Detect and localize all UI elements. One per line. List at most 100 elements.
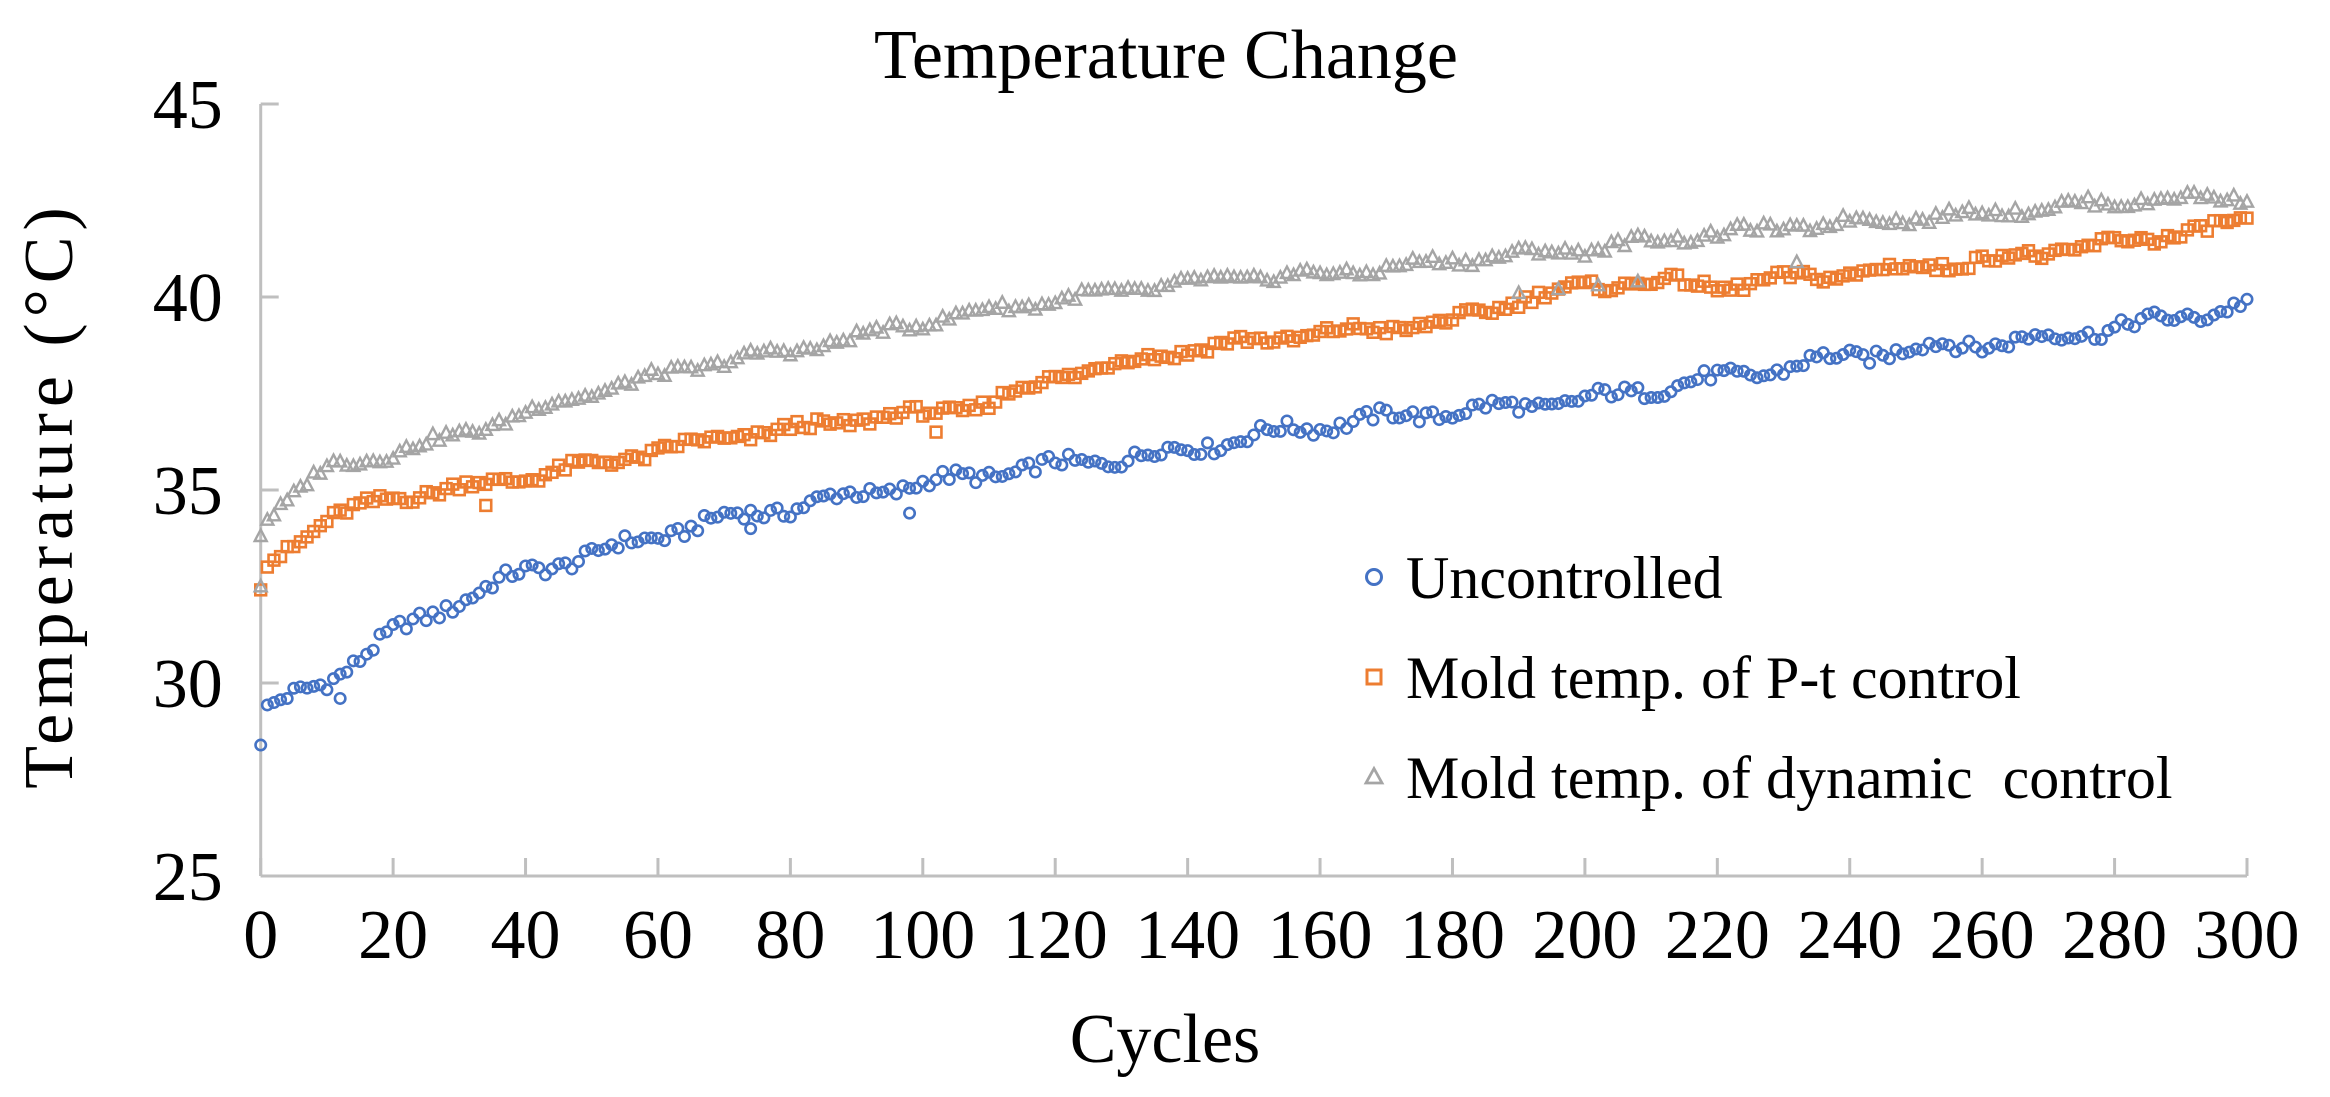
- data-point-marker: [252, 527, 269, 543]
- data-point-marker: [995, 469, 1009, 483]
- data-point-marker: [1260, 423, 1274, 437]
- data-point-marker: [1008, 465, 1022, 479]
- data-point-marker: [737, 512, 751, 526]
- data-point-marker: [1795, 216, 1812, 232]
- data-point-marker: [1829, 351, 1843, 365]
- data-point-marker: [1081, 455, 1095, 469]
- data-point-marker: [2174, 310, 2188, 324]
- data-point-marker: [1067, 290, 1084, 306]
- x-tick-label: 240: [1797, 897, 1902, 974]
- data-point-marker: [1783, 360, 1797, 374]
- data-point-marker: [1048, 456, 1062, 470]
- data-point-marker: [1777, 367, 1791, 381]
- data-point-marker: [1962, 334, 1976, 348]
- data-point-marker: [1159, 276, 1176, 293]
- data-point-marker: [457, 420, 474, 436]
- data-point-marker: [2008, 330, 2022, 344]
- data-point-marker: [459, 593, 473, 607]
- data-point-marker: [1790, 359, 1804, 373]
- data-point-marker: [1338, 260, 1355, 276]
- data-point-marker: [1068, 453, 1082, 467]
- data-point-marker: [300, 681, 314, 695]
- data-point-marker: [1591, 381, 1605, 395]
- data-point-marker: [2167, 313, 2181, 327]
- data-point-marker: [611, 541, 625, 555]
- data-point-marker: [1927, 204, 1944, 220]
- data-point-marker: [1585, 388, 1599, 402]
- data-point-marker: [841, 332, 858, 348]
- data-point-marker: [2002, 340, 2016, 354]
- data-point-marker: [1404, 249, 1421, 265]
- data-point-marker: [1128, 445, 1142, 459]
- data-point-marker: [1616, 237, 1633, 253]
- data-point-marker: [2081, 325, 2095, 339]
- data-point-marker: [1484, 247, 1501, 263]
- data-point-marker: [538, 568, 552, 582]
- data-point-marker: [2000, 207, 2017, 223]
- data-point-marker: [1532, 396, 1546, 410]
- data-point-marker: [398, 437, 415, 453]
- data-point-marker: [280, 691, 294, 705]
- x-tick-label: 160: [1268, 897, 1373, 974]
- data-point-marker: [1313, 422, 1327, 436]
- data-point-marker: [265, 506, 282, 522]
- data-point-marker: [565, 562, 579, 576]
- data-point-marker: [591, 544, 605, 558]
- x-tick-label: 260: [1930, 897, 2035, 974]
- data-series-layer: [252, 183, 2255, 752]
- series-circle-markers: [254, 292, 2254, 752]
- data-point-marker: [299, 476, 316, 492]
- x-tick-label: 80: [755, 897, 825, 974]
- data-point-marker: [744, 522, 758, 536]
- data-point-marker: [2199, 185, 2216, 201]
- data-point-marker: [1510, 283, 1527, 300]
- data-point-marker: [1174, 443, 1188, 457]
- data-point-marker: [2180, 307, 2194, 321]
- legend-triangle-marker-icon: [1363, 765, 1385, 785]
- data-point-marker: [1167, 440, 1181, 454]
- data-point-marker: [1161, 440, 1175, 454]
- data-point-marker: [1406, 405, 1420, 419]
- data-point-marker: [1604, 390, 1618, 404]
- data-point-marker: [790, 502, 804, 516]
- y-tick-label: 30: [153, 646, 223, 723]
- data-point-marker: [1922, 336, 1936, 350]
- legend-circle-marker-icon: [1365, 568, 1383, 586]
- legend-label-uncontrolled: Uncontrolled: [1406, 545, 1723, 611]
- data-point-marker: [1088, 454, 1102, 468]
- data-point-marker: [1955, 341, 1969, 355]
- data-point-marker: [2214, 304, 2228, 318]
- data-point-marker: [2066, 192, 2083, 208]
- data-point-marker: [1220, 438, 1234, 452]
- chart-title: Temperature Change: [874, 17, 1458, 94]
- data-point-marker: [1492, 397, 1506, 411]
- data-point-marker: [1106, 279, 1123, 296]
- data-point-marker: [724, 506, 738, 520]
- legend-square-marker-icon: [1365, 668, 1383, 686]
- data-point-marker: [497, 415, 514, 431]
- data-point-marker: [1437, 253, 1454, 270]
- data-point-marker: [254, 738, 268, 752]
- data-point-marker: [677, 530, 691, 544]
- data-point-marker: [2240, 211, 2254, 225]
- data-point-marker: [512, 567, 526, 581]
- data-point-marker: [1863, 356, 1877, 370]
- x-tick-label: 140: [1135, 897, 1240, 974]
- data-point-marker: [908, 317, 925, 333]
- data-point-marker: [293, 680, 307, 694]
- data-point-marker: [1828, 215, 1845, 232]
- data-point-marker: [1485, 393, 1499, 407]
- data-point-marker: [1293, 425, 1307, 439]
- data-point-marker: [762, 339, 779, 355]
- data-point-marker: [1298, 260, 1315, 276]
- data-point-marker: [658, 534, 672, 548]
- data-point-marker: [1340, 421, 1354, 435]
- data-point-marker: [340, 665, 354, 679]
- data-point-marker: [524, 398, 541, 414]
- data-point-marker: [1075, 453, 1089, 467]
- data-point-marker: [2239, 192, 2255, 208]
- data-point-marker: [1750, 371, 1764, 385]
- data-point-marker: [1823, 352, 1837, 366]
- data-point-marker: [1702, 222, 1719, 238]
- data-point-marker: [638, 531, 652, 545]
